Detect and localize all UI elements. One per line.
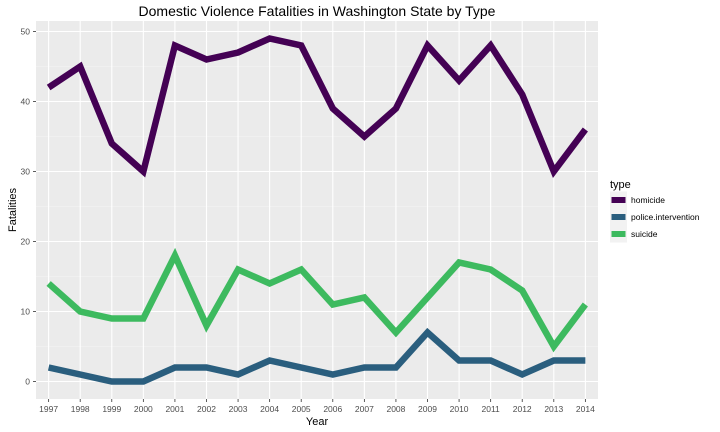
legend-label-suicide: suicide <box>631 229 658 239</box>
y-tick-label: 10 <box>21 307 31 317</box>
x-tick-label: 2003 <box>229 404 248 414</box>
x-tick-label: 2012 <box>513 404 532 414</box>
x-tick-label: 2006 <box>323 404 342 414</box>
chart-title: Domestic Violence Fatalities in Washingt… <box>139 3 496 19</box>
x-axis-ticks: 1997 1998 1999 2000 2001 2002 2003 2004 2005 2006… <box>39 399 595 414</box>
x-tick-label: 1999 <box>102 404 121 414</box>
x-tick-label: 2009 <box>418 404 437 414</box>
x-tick-label: 2013 <box>544 404 563 414</box>
series-line-police-intervention <box>47 327 586 385</box>
y-axis-ticks: 0 10 20 30 40 50 <box>21 27 36 387</box>
x-tick-label: 2005 <box>292 404 311 414</box>
y-tick-label: 20 <box>21 237 31 247</box>
x-tick-label: 2000 <box>134 404 153 414</box>
x-tick-label: 2004 <box>260 404 279 414</box>
major-gridlines <box>36 21 598 399</box>
x-tick-label: 2008 <box>386 404 405 414</box>
y-tick-label: 50 <box>21 27 31 37</box>
series-line-homicide <box>46 35 588 179</box>
x-tick-label: 2002 <box>197 404 216 414</box>
legend-items: homicide police.intervention suicide <box>610 191 700 243</box>
y-axis-label: Fatalities <box>7 187 19 232</box>
x-tick-label: 2014 <box>576 404 595 414</box>
x-tick-label: 2007 <box>355 404 374 414</box>
legend-label-homicide: homicide <box>631 195 665 205</box>
y-tick-label: 40 <box>21 97 31 107</box>
y-tick-label: 0 <box>25 377 30 387</box>
x-tick-label: 2010 <box>450 404 469 414</box>
x-tick-label: 2001 <box>165 404 184 414</box>
minor-gridlines <box>36 66 598 347</box>
legend-title: type <box>610 179 631 191</box>
x-tick-label: 1998 <box>71 404 90 414</box>
legend-label-police-intervention: police.intervention <box>631 212 700 222</box>
series-lines <box>46 35 588 385</box>
legend: type homicide police.intervention suicide <box>610 179 700 243</box>
y-tick-label: 30 <box>21 167 31 177</box>
x-tick-label: 1997 <box>39 404 58 414</box>
series-line-suicide <box>46 247 588 353</box>
x-tick-label: 2011 <box>482 404 501 414</box>
x-axis-label: Year <box>306 416 329 428</box>
